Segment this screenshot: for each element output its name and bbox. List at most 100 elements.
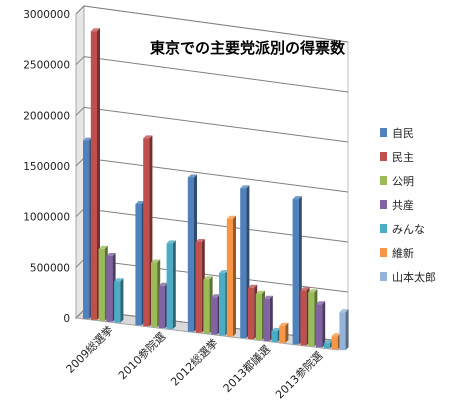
bar-front [323, 343, 330, 349]
gridline-side [75, 309, 85, 319]
legend-label: 自民 [392, 127, 414, 140]
bar-front [151, 262, 158, 328]
legend-label: みんな [392, 223, 425, 236]
legend-item: 公明 [380, 175, 414, 188]
legend-swatch [380, 272, 387, 281]
bar-front [219, 273, 226, 336]
bar-top [339, 309, 349, 313]
gridline-side [75, 106, 85, 116]
legend-label: 山本太郎 [392, 270, 436, 284]
bar-side [172, 240, 176, 330]
gridline-side [75, 208, 85, 218]
gridline-side [75, 56, 85, 66]
bar-top [279, 322, 289, 326]
bar-top [106, 252, 116, 256]
bar-front [203, 279, 210, 334]
bar-front [98, 248, 105, 321]
bar-front [339, 312, 346, 351]
bar-top [114, 278, 124, 282]
bar-top [219, 270, 229, 274]
y-tick-label: 2500000 [23, 60, 70, 72]
y-tick-label: 3000000 [23, 9, 70, 21]
bar-top [308, 289, 318, 293]
bar-front [271, 330, 278, 342]
gridline [83, 106, 349, 143]
x-category-label: 2010参院選 [115, 329, 168, 382]
bar-top [135, 201, 145, 205]
legend-swatch [380, 224, 387, 233]
bar [166, 240, 176, 330]
bar-top [83, 137, 93, 141]
bar-front [143, 138, 150, 327]
y-axis-ticks: 0 500000 1000000 1500000 2000000 2500000 30000… [23, 9, 70, 325]
bar-side [322, 301, 326, 348]
bar-side [285, 322, 289, 343]
bar-top [331, 333, 341, 337]
bar-top [143, 135, 153, 139]
y-tick-label: 2000000 [23, 110, 70, 122]
bar-top [255, 290, 265, 294]
legend-item: 共産 [380, 199, 414, 212]
legend-swatch [380, 248, 387, 257]
bar-front [195, 241, 202, 333]
bar [339, 309, 349, 351]
legend-item: 民主 [380, 151, 414, 164]
bar-front [300, 290, 307, 346]
bar-top [187, 174, 197, 178]
bar [263, 295, 273, 341]
legend-swatch [380, 128, 387, 137]
chart-title: 東京での主要党派別の得票数 [150, 39, 346, 57]
bar-top [203, 276, 213, 280]
legend-swatch [380, 200, 387, 209]
bar-front [90, 31, 97, 320]
legend-swatch [380, 152, 387, 161]
gridline [83, 56, 349, 93]
bar-top [151, 259, 161, 263]
bar-front [135, 204, 142, 326]
y-tick-label: 0 [63, 313, 70, 325]
bar-front [248, 287, 255, 340]
legend-item: 維新 [380, 246, 414, 260]
gridline-side [75, 157, 85, 167]
bar-top [240, 185, 250, 189]
bars [83, 28, 349, 351]
bar-front [187, 177, 194, 332]
bar-front [263, 298, 270, 341]
gridline [83, 258, 349, 293]
legend-item: 山本太郎 [380, 270, 436, 284]
gridline [83, 208, 349, 243]
bar-front [83, 140, 90, 319]
x-category-label: 2013参院選 [272, 348, 325, 401]
gridline [83, 157, 349, 193]
bar [316, 301, 326, 348]
legend-label: 共産 [392, 199, 414, 212]
bar [114, 278, 124, 323]
bar [90, 28, 100, 320]
bar-front [166, 243, 173, 330]
legend-item: みんな [380, 223, 425, 236]
x-category-label: 2012総選挙 [168, 336, 221, 389]
gridline [83, 5, 349, 43]
bar-front [292, 199, 299, 345]
bar-front [240, 188, 247, 339]
x-category-label: 2009総選挙 [63, 323, 116, 376]
y-tick-label: 1000000 [23, 212, 70, 224]
bar-top [292, 196, 302, 200]
bar-side [120, 278, 124, 323]
bar-front [158, 285, 165, 329]
bar-front [331, 336, 338, 350]
bar-front [279, 325, 286, 343]
gridline-side [75, 258, 85, 268]
gridline-side [75, 5, 85, 15]
bar-front [316, 304, 323, 348]
bar-side [233, 215, 236, 337]
bar-top [166, 240, 176, 244]
bar [279, 322, 289, 343]
bar-top [271, 327, 281, 331]
bar-side [345, 309, 349, 351]
legend-label: 民主 [392, 151, 414, 164]
bar-top [158, 282, 168, 286]
bar-top [211, 294, 221, 298]
